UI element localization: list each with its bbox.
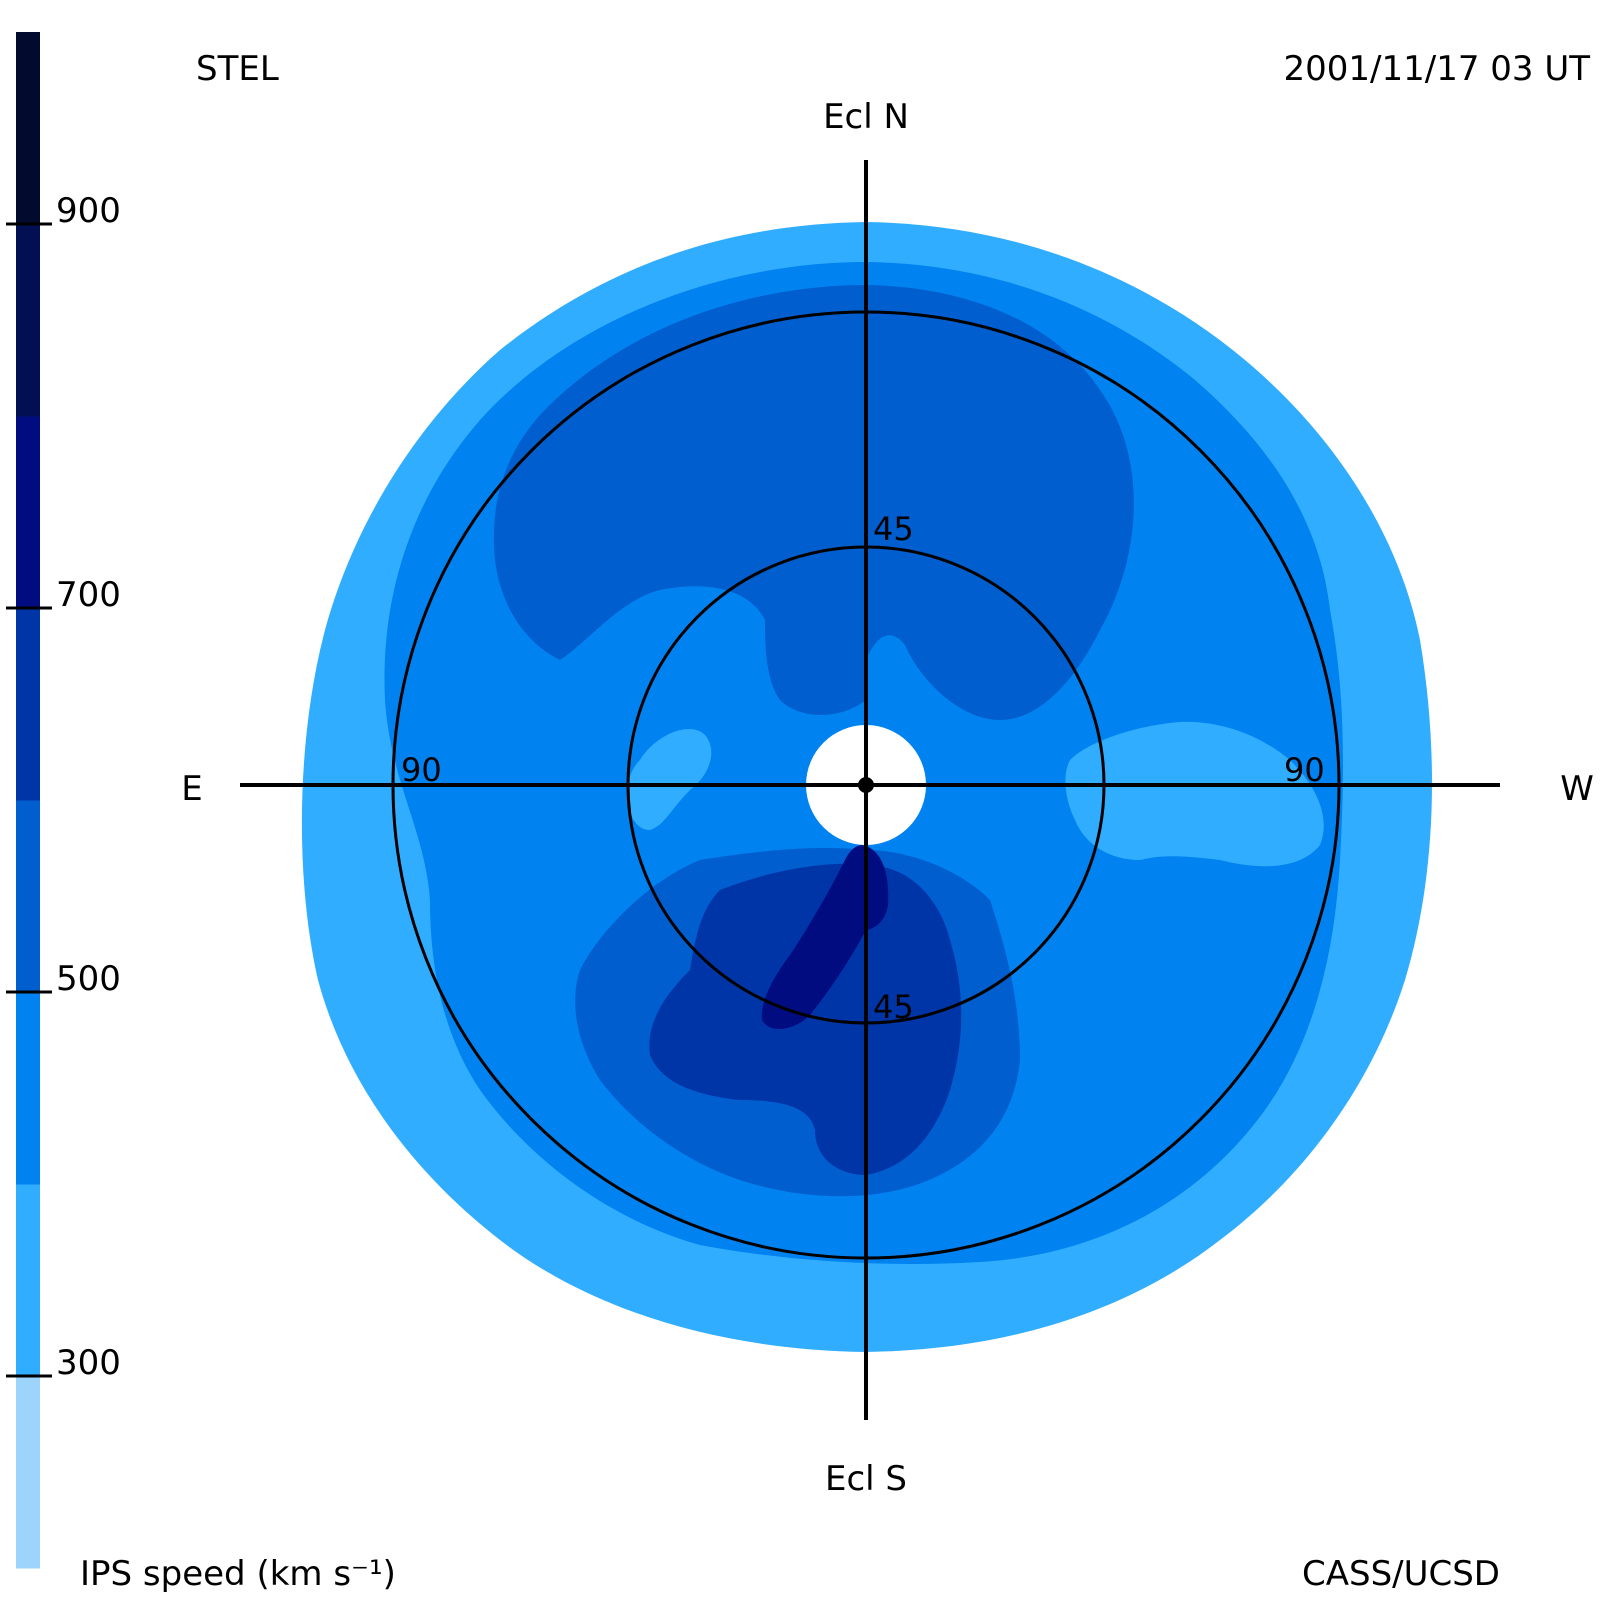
colorbar-bin-5 — [16, 416, 40, 609]
ring-label-90-east: 90 — [401, 751, 442, 789]
direction-east-label: E — [181, 769, 202, 809]
colorbar-bin-7 — [16, 32, 40, 225]
colorbar — [16, 32, 40, 1569]
credit-label: CASS/UCSD — [1302, 1554, 1500, 1594]
region-east-350 — [627, 729, 712, 830]
colorbar-tick-label-500: 500 — [56, 959, 121, 999]
colorbar-label: IPS speed (km s⁻¹) — [80, 1554, 396, 1594]
region-north-lobe-550 — [493, 285, 1134, 720]
region-west-350 — [1065, 721, 1324, 867]
region-sse-650 — [649, 863, 962, 1175]
date-label: 2001/11/17 03 UT — [1284, 49, 1591, 89]
colorbar-ticks: 900 700 500 300 — [6, 191, 121, 1383]
ring-label-45-south: 45 — [873, 988, 914, 1026]
region-south-750 — [761, 845, 889, 1030]
colorbar-bin-2 — [16, 992, 40, 1185]
colorbar-bin-3 — [16, 800, 40, 993]
colorbar-tick-label-900: 900 — [56, 191, 121, 231]
direction-west-label: W — [1560, 769, 1594, 809]
ring-label-90-west: 90 — [1284, 751, 1325, 789]
colorbar-tick-label-700: 700 — [56, 575, 121, 615]
station-label: STEL — [196, 49, 279, 89]
colorbar-tick-label-300: 300 — [56, 1343, 121, 1383]
colorbar-bin-1 — [16, 1184, 40, 1377]
direction-north-label: Ecl N — [823, 97, 909, 137]
colorbar-bin-4 — [16, 608, 40, 801]
sun-center-dot — [858, 777, 874, 793]
colorbar-bin-0 — [16, 1376, 40, 1569]
ring-label-45-north: 45 — [873, 510, 914, 548]
colorbar-bin-6 — [16, 224, 40, 417]
direction-south-label: Ecl S — [825, 1459, 907, 1499]
